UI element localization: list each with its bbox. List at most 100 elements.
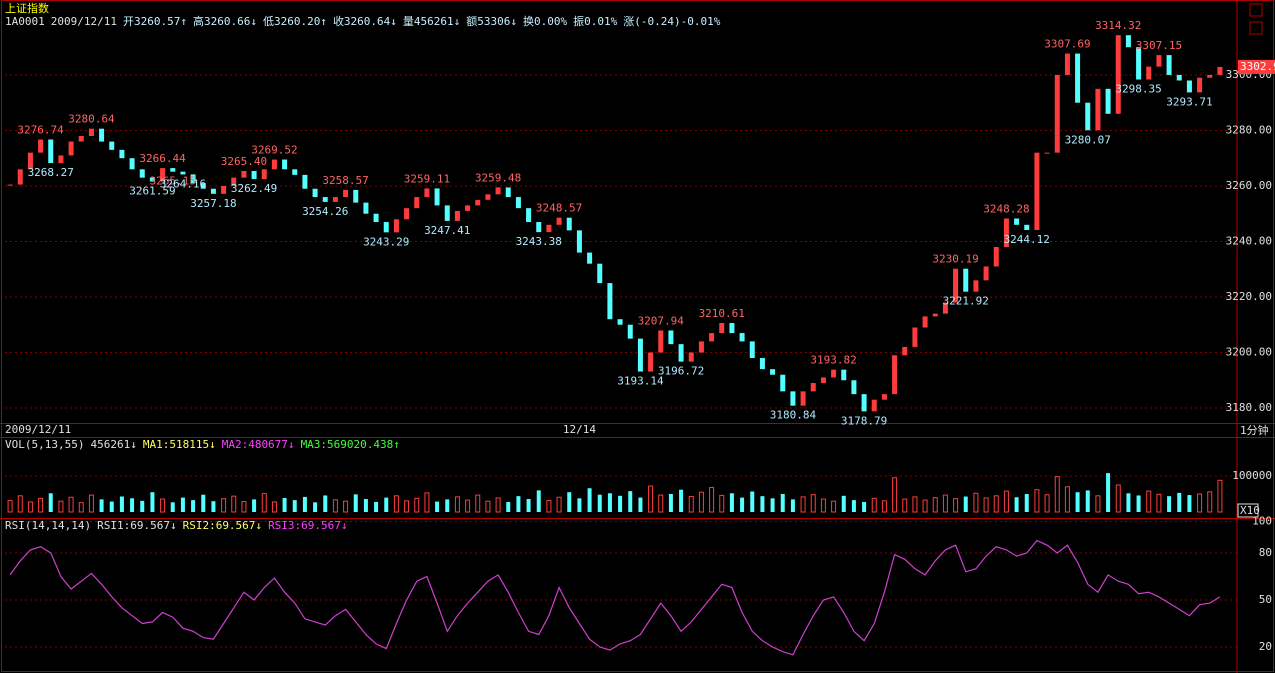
volume-bar (99, 499, 104, 512)
volume-bar (454, 496, 460, 513)
volume-bar (140, 500, 145, 512)
volume-bar (638, 497, 643, 512)
volume-bar (841, 495, 846, 512)
volume-bar (393, 495, 399, 513)
candle (902, 346, 908, 356)
candle (587, 252, 593, 264)
candle (668, 330, 674, 345)
row-item: 振0.01% (573, 14, 617, 28)
volume-bar (546, 499, 552, 513)
candle (1075, 53, 1081, 103)
y-tick-label: 80 (1259, 546, 1272, 559)
row-item: 换0.00% (523, 14, 567, 28)
volume-bar (384, 497, 389, 512)
candle (332, 197, 338, 202)
volume-bar (658, 494, 664, 513)
volume-bar (831, 500, 837, 513)
candle (38, 139, 44, 153)
volume-bar (1217, 479, 1223, 513)
candle (160, 168, 166, 182)
volume-bar (688, 496, 694, 513)
extreme-label: 3221.92 (943, 295, 989, 308)
row-item: 涨(-0.24)-0.01% (623, 15, 720, 28)
volume-bar (1085, 490, 1090, 512)
volume-bar (790, 499, 795, 512)
row-item: 收3260.64↓ (333, 14, 397, 28)
window-icon[interactable] (1249, 3, 1263, 17)
extreme-label: 3243.29 (363, 235, 409, 248)
candle (68, 141, 74, 156)
volume-bar (912, 496, 918, 513)
volume-bar (48, 493, 53, 512)
volume-bar (363, 499, 368, 512)
volume-bar (993, 495, 999, 513)
extreme-label: 3259.48 (475, 171, 521, 184)
candle (688, 352, 694, 362)
volume-bar (191, 500, 196, 512)
volume-bar (1003, 490, 1009, 513)
volume-bar (932, 497, 938, 513)
window-icon[interactable] (1249, 21, 1263, 35)
volume-bar (78, 502, 84, 513)
volume-bar (1044, 494, 1050, 513)
candle (831, 369, 837, 378)
candle (1176, 74, 1182, 81)
row-item: RSI1:69.567↓ (97, 519, 176, 532)
candle (841, 369, 847, 381)
volume-bar (445, 499, 450, 512)
y-tick-label: 3220.00 (1226, 290, 1272, 303)
extreme-label: 3262.49 (231, 182, 277, 195)
candle (231, 177, 237, 186)
volume-bar (261, 493, 267, 513)
volume-bar (963, 496, 968, 512)
candle (759, 358, 765, 370)
extreme-label: 3293.71 (1166, 95, 1212, 108)
extreme-label: 3276.74 (17, 124, 64, 137)
volume-bar (1146, 490, 1152, 513)
candle (1166, 55, 1172, 75)
extreme-label: 3280.64 (68, 113, 115, 126)
candle (932, 313, 938, 317)
candle (1197, 77, 1203, 93)
candle (27, 152, 33, 170)
volume-bar (170, 502, 175, 512)
candle (139, 169, 145, 178)
extreme-label: 3307.69 (1044, 38, 1090, 51)
volume-bar (648, 485, 654, 513)
y-tick-label: 3180.00 (1226, 401, 1272, 414)
y-tick-label: 3260.00 (1226, 179, 1272, 192)
candle (678, 344, 684, 362)
volume-bar (881, 500, 887, 513)
extreme-label: 3248.57 (536, 202, 582, 215)
volume-bar (485, 500, 491, 513)
unit-box (1237, 503, 1259, 518)
volume-bar (231, 495, 237, 513)
text-row: VOL(5,13,55) 456261↓ MA1:518115↓ MA2:480677… (5, 438, 400, 451)
candle (1024, 224, 1030, 231)
volume-bar (313, 502, 318, 512)
candle (282, 159, 288, 170)
candle (1044, 152, 1050, 154)
volume-bar (597, 494, 602, 512)
candle (302, 174, 308, 189)
volume-bar (618, 495, 623, 512)
candle (119, 149, 125, 159)
candle (495, 187, 501, 195)
candle (1085, 102, 1091, 131)
candle (1115, 35, 1121, 114)
volume-bar (1115, 484, 1121, 513)
price-tag (1238, 59, 1275, 74)
volume-bar (770, 498, 775, 512)
candle (1014, 218, 1020, 225)
candle (221, 185, 227, 194)
volume-bar (1075, 492, 1080, 512)
volume-bar (871, 497, 877, 513)
candle (373, 213, 379, 223)
volume-bar (38, 497, 44, 513)
candle (566, 217, 572, 231)
volume-bar (862, 501, 867, 512)
extreme-label: 3210.61 (699, 307, 745, 320)
candle (505, 187, 511, 198)
volume-bar (810, 494, 816, 513)
candle (78, 136, 84, 142)
